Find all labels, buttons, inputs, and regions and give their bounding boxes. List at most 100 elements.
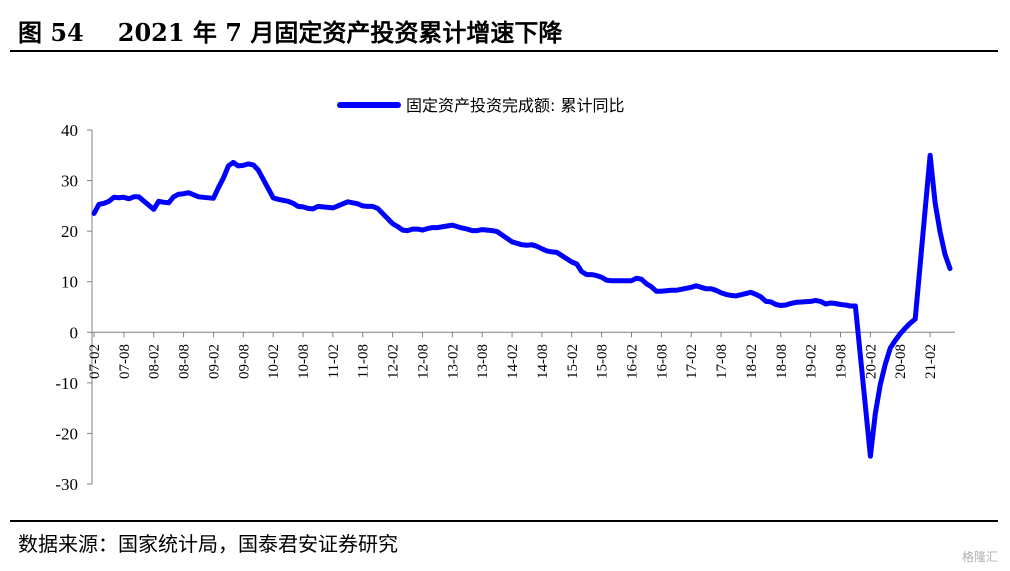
data-point: [581, 271, 583, 273]
x-tick-label: 11-08: [356, 344, 372, 378]
data-point: [292, 202, 294, 204]
data-point: [556, 251, 558, 253]
data-point: [586, 274, 588, 276]
data-point: [392, 223, 394, 225]
data-point: [536, 245, 538, 247]
data-point: [407, 230, 409, 232]
data-point: [546, 250, 548, 252]
data-point: [451, 224, 453, 226]
data-point: [675, 289, 677, 291]
x-tick-label: 15-02: [565, 344, 581, 379]
data-point: [899, 333, 901, 335]
data-point: [795, 301, 797, 303]
data-point: [725, 293, 727, 295]
data-point: [247, 163, 249, 165]
y-tick-label: 20: [61, 222, 78, 241]
x-tick-label: 21-02: [923, 344, 939, 379]
data-point: [183, 193, 185, 195]
data-point: [317, 205, 319, 207]
data-point: [904, 327, 906, 329]
data-point: [601, 276, 603, 278]
data-point: [670, 289, 672, 291]
data-point: [611, 280, 613, 282]
data-point: [665, 290, 667, 292]
data-point: [252, 164, 254, 166]
x-tick-label: 16-02: [624, 344, 640, 379]
data-point: [526, 244, 528, 246]
x-tick-label: 13-08: [475, 344, 491, 379]
data-point: [357, 203, 359, 205]
data-point: [332, 207, 334, 209]
x-tick-label: 14-02: [505, 344, 521, 379]
line-chart: -30 -20 -10 0 10 20 30 40 07-02 07-08 08-02 08-08 09…: [55, 96, 955, 494]
figure-title: 2021 年 7 月固定资产投资累计增速下降: [117, 17, 563, 47]
data-point: [516, 242, 518, 244]
data-point: [844, 304, 846, 306]
data-point: [650, 286, 652, 288]
data-point: [193, 194, 195, 196]
data-point: [616, 280, 618, 282]
y-tick-label: -30: [55, 475, 78, 494]
data-point: [158, 200, 160, 202]
x-tick-label: 15-08: [595, 344, 611, 379]
data-point: [815, 299, 817, 301]
data-point: [730, 294, 732, 296]
data-point: [362, 205, 364, 207]
data-point: [785, 304, 787, 306]
x-tick-label: 14-08: [535, 344, 551, 379]
data-point: [755, 293, 757, 295]
x-tick-label: 13-02: [445, 344, 461, 379]
x-tick-label: 08-08: [177, 344, 193, 379]
data-point: [173, 196, 175, 198]
data-point: [402, 229, 404, 231]
data-point: [596, 275, 598, 277]
y-tick-label: 40: [61, 121, 78, 140]
data-point: [591, 274, 593, 276]
data-point: [820, 300, 822, 302]
data-point: [272, 197, 274, 199]
figure-title-bar: 图 54 2021 年 7 月固定资产投资累计增速下降: [10, 10, 998, 52]
data-point: [282, 199, 284, 201]
x-tick-label: 20-02: [863, 344, 879, 379]
data-point: [412, 228, 414, 230]
data-point: [576, 263, 578, 265]
data-point: [521, 244, 523, 246]
data-point: [949, 268, 951, 270]
data-point: [481, 229, 483, 231]
data-point: [660, 290, 662, 292]
x-tick-label: 19-02: [804, 344, 820, 379]
data-point: [397, 226, 399, 228]
data-point: [909, 322, 911, 324]
data-point: [212, 197, 214, 199]
data-point: [879, 383, 881, 385]
y-tick-label: -20: [55, 424, 78, 443]
x-tick-label: 07-08: [117, 344, 133, 379]
data-point: [476, 230, 478, 232]
data-point: [606, 279, 608, 281]
data-point: [541, 248, 543, 250]
x-tick-label: 12-02: [386, 344, 402, 379]
x-tick-label: 10-08: [296, 344, 312, 379]
data-point: [914, 318, 916, 320]
data-point: [571, 261, 573, 263]
data-point: [655, 290, 657, 292]
figure-number: 图 54: [18, 17, 84, 47]
data-point: [277, 198, 279, 200]
source-text: 数据来源：国家统计局，国泰君安证券研究: [18, 531, 398, 556]
data-point: [884, 363, 886, 365]
data-point: [297, 205, 299, 207]
data-point: [645, 283, 647, 285]
x-tick-label: 17-02: [684, 344, 700, 379]
data-point: [217, 187, 219, 189]
data-point: [123, 196, 125, 198]
data-point: [825, 303, 827, 305]
data-point: [426, 228, 428, 230]
data-point: [874, 413, 876, 415]
data-point: [128, 198, 130, 200]
data-point: [830, 302, 832, 304]
x-tick-label: 12-08: [415, 344, 431, 379]
data-point: [894, 339, 896, 341]
y-tick-label: 0: [70, 323, 79, 342]
data-point: [934, 202, 936, 204]
data-point: [705, 288, 707, 290]
